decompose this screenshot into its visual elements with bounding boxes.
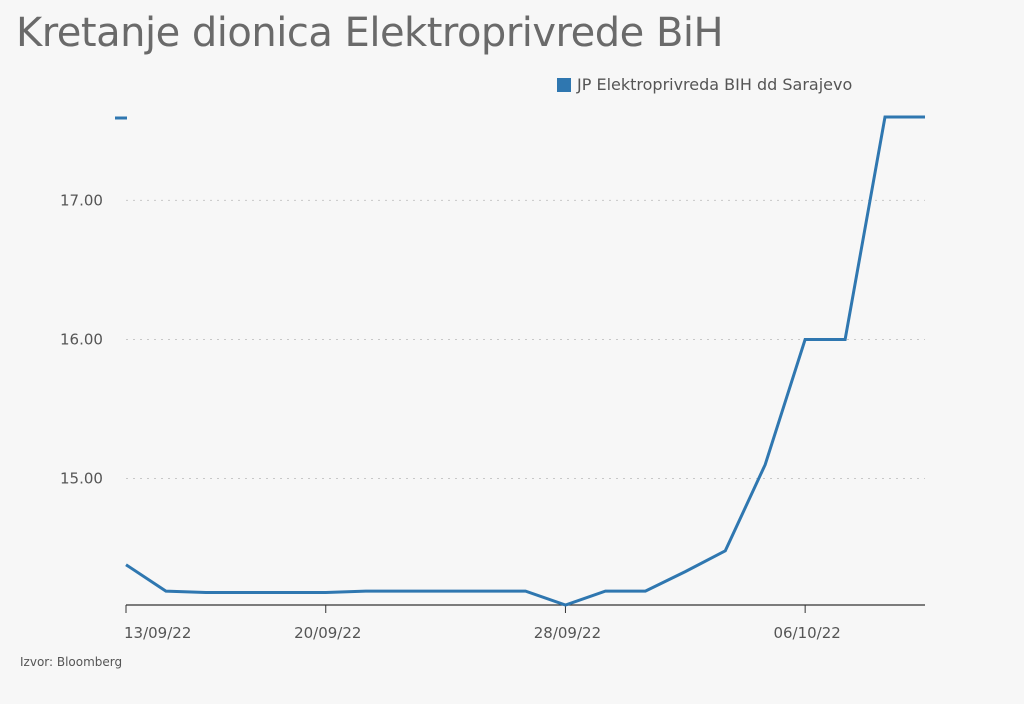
y-tick-label: 16.00 [60,330,103,348]
source-note: Izvor: Bloomberg [20,655,123,669]
x-tick-label: 28/09/22 [534,624,601,642]
x-tick-label: 13/09/22 [124,624,191,642]
series [125,115,925,607]
legend-label: JP Elektroprivreda BIH dd Sarajevo [577,75,853,94]
x-tick-label: 06/10/22 [773,624,840,642]
gridlines [126,199,925,479]
series-line [125,115,925,607]
tick-labels: 15.00 16.00 17.00 13/09/22 20/09/22 28/09/22 0… [60,191,841,642]
legend-swatch [557,77,571,92]
axes [115,116,925,613]
y-tick-label: 15.00 [60,469,103,487]
y-tick-label: 17.00 [60,191,103,209]
x-tick-label: 20/09/22 [294,624,361,642]
legend: JP Elektroprivreda BIH dd Sarajevo [557,75,852,94]
chart-title: Kretanje dionica Elektroprivrede BiH [16,10,724,56]
